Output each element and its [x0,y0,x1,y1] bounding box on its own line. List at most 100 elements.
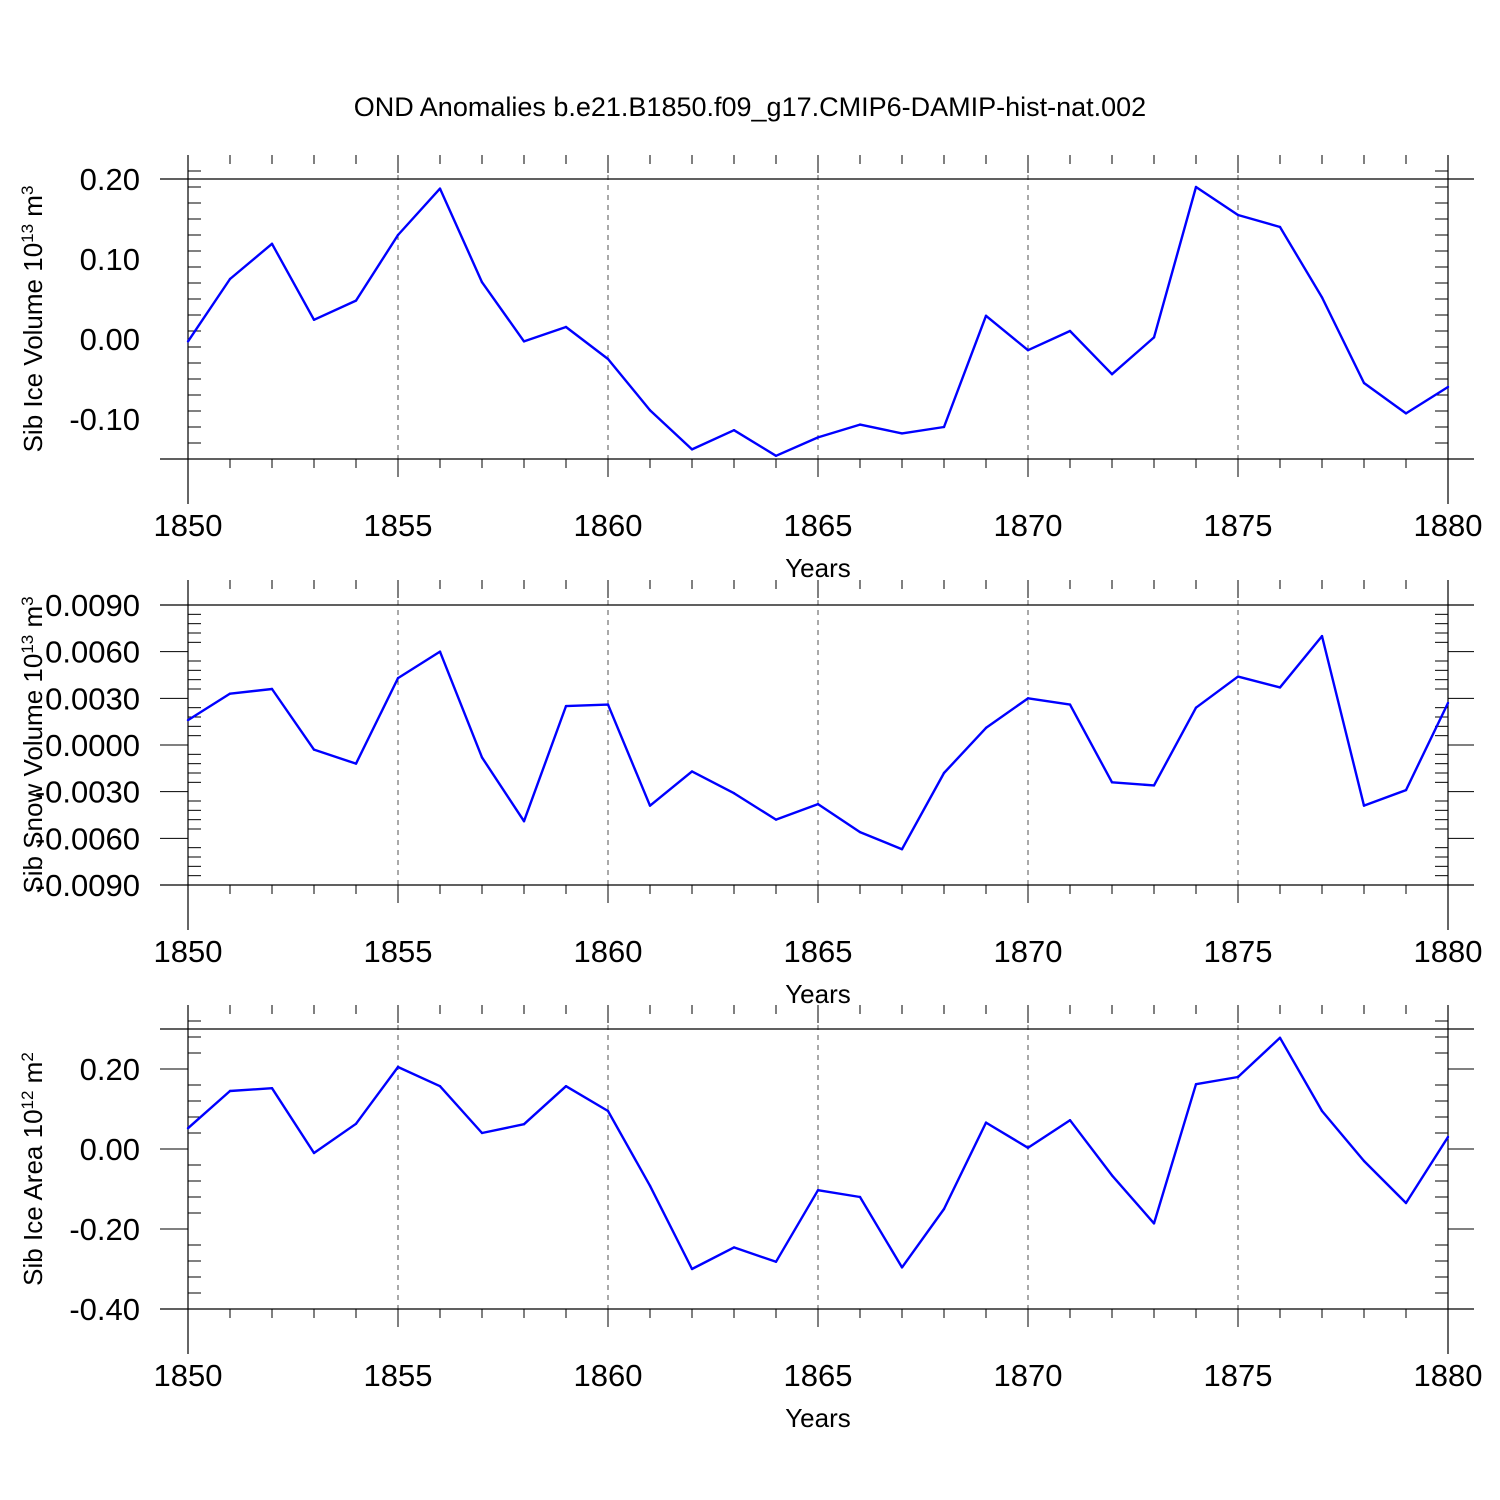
x-tick-label: 1855 [364,934,433,969]
data-point [1446,385,1450,389]
x-tick-label: 1850 [154,508,223,543]
y-axis-label: Sib Ice Area 1012 m2 [18,1052,49,1286]
y-tick-label: 0.20 [80,1052,140,1087]
data-point [606,1109,610,1113]
data-point [1278,225,1282,229]
data-point [1404,412,1408,415]
data-point [1446,1135,1450,1139]
data-point [732,792,736,795]
data-point [312,1151,316,1155]
data-point [606,357,610,361]
data-point [1320,634,1324,638]
data-point [564,704,568,708]
y-axis-label-text: Sib Snow Volume 10 [18,654,48,894]
data-point [1110,373,1114,376]
data-point [228,1089,232,1093]
data-point [900,848,904,851]
data-point [690,448,694,451]
x-tick-label: 1875 [1204,1358,1273,1393]
data-point [186,1127,190,1130]
data-point [1236,213,1240,217]
data-point [1404,1201,1408,1205]
data-point [396,1065,400,1069]
data-point [984,726,988,730]
data-point [774,818,778,821]
data-point [438,650,442,653]
data-point [648,804,652,807]
y-tick-label: 0.0030 [45,681,140,716]
data-point [480,281,484,284]
y-tick-label: -0.10 [69,402,140,437]
data-point [1068,329,1072,333]
y-tick-label: -0.0030 [35,775,140,810]
y-axis-label-exponent: 3 [18,186,37,195]
data-point [312,318,316,321]
x-tick-label: 1860 [574,934,643,969]
x-tick-label: 1880 [1414,934,1483,969]
data-point [1236,675,1240,678]
y-tick-label: 0.0090 [45,588,140,623]
y-axis-label-text: m [18,195,48,224]
data-point [1068,1119,1072,1122]
data-point [270,1087,274,1090]
data-point [732,429,736,432]
y-tick-label: 0.10 [80,242,140,277]
data-point [1152,336,1156,339]
data-point [186,718,190,722]
data-point [1194,706,1198,709]
x-tick-label: 1875 [1204,934,1273,969]
data-point [438,1085,442,1088]
data-point [564,1085,568,1088]
data-point [900,432,904,435]
data-point [1446,701,1450,705]
data-point [228,277,232,281]
data-point [522,340,526,343]
x-tick-label: 1870 [994,508,1063,543]
data-point [564,325,568,329]
data-point [1236,1075,1240,1079]
y-axis-label-text: Sib Ice Area 10 [18,1109,48,1285]
x-tick-label: 1865 [784,934,853,969]
y-tick-label: 0.00 [80,322,140,357]
data-point [816,436,820,439]
x-tick-label: 1860 [574,508,643,543]
x-tick-label: 1865 [784,508,853,543]
data-point [1026,349,1030,352]
y-tick-label: 0.0060 [45,635,140,670]
data-point [858,830,862,834]
data-point [606,703,610,706]
data-point [1320,296,1324,299]
data-point [1320,1109,1324,1113]
data-point [1194,185,1198,189]
data-point [1362,1159,1366,1163]
data-point [1278,1036,1282,1040]
y-tick-label: -0.0090 [35,868,140,903]
y-tick-label: 0.00 [80,1132,140,1167]
data-point [1026,1146,1030,1150]
data-point [1278,686,1282,689]
y-tick-label: -0.20 [69,1212,140,1247]
data-point [480,756,484,759]
data-point [1404,788,1408,792]
x-axis-label: Years [785,979,851,1009]
x-axis-label: Years [785,1403,851,1433]
data-point [480,1131,484,1135]
x-tick-label: 1870 [994,1358,1063,1393]
x-tick-label: 1850 [154,934,223,969]
y-axis-label-exponent: 2 [18,1052,37,1061]
data-point [522,1123,526,1126]
data-point [1152,1222,1156,1225]
data-point [858,423,862,426]
y-tick-label: -0.0060 [35,821,140,856]
x-tick-label: 1870 [994,934,1063,969]
data-point [1362,381,1366,385]
data-point [648,409,652,412]
data-point [732,1246,736,1249]
data-point [1152,784,1156,787]
data-point [1110,781,1114,784]
x-tick-label: 1865 [784,1358,853,1393]
data-point [858,1195,862,1199]
panel-ice-area: 1850 1855 1860 1865 1870 1875 1880 Years 0.20 0.0… [18,1005,1482,1433]
y-axis-label-text: Sib Ice Volume 10 [18,243,48,453]
